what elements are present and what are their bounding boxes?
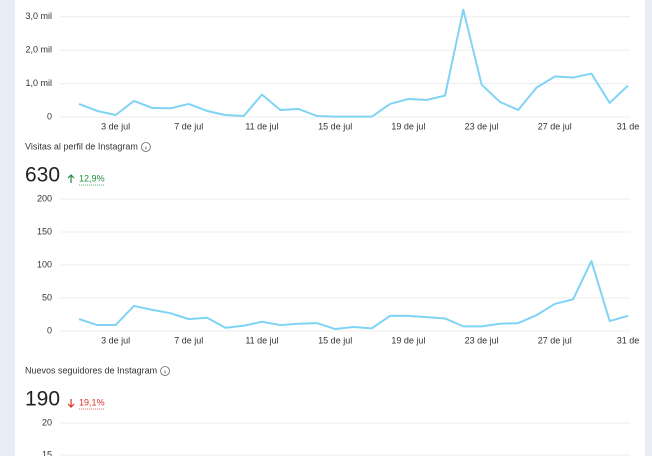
x-tick-label: 3 de jul bbox=[101, 121, 130, 131]
section-title: Nuevos seguidores de Instagram bbox=[25, 365, 157, 375]
y-tick-label: 50 bbox=[42, 292, 52, 302]
info-icon bbox=[160, 366, 170, 376]
x-tick-label: 7 de jul bbox=[174, 121, 203, 131]
x-tick-label: 11 de jul bbox=[245, 335, 278, 345]
y-tick-label: 1,0 mil bbox=[25, 78, 52, 88]
info-icon bbox=[140, 142, 151, 152]
metric-value: 190 bbox=[25, 388, 60, 411]
change-arrow bbox=[67, 399, 75, 408]
x-tick-label: 15 de jul bbox=[318, 121, 352, 131]
x-tick-label: 19 de jul bbox=[391, 121, 425, 131]
card bbox=[15, 0, 645, 456]
y-tick-label: 200 bbox=[37, 193, 52, 203]
change-percent: 12,9% bbox=[79, 173, 105, 183]
x-tick-label: 11 de jul bbox=[245, 121, 278, 131]
x-tick-label: 23 de jul bbox=[465, 121, 499, 131]
metric-value: 630 bbox=[25, 164, 60, 187]
y-tick-label: 2,0 mil bbox=[25, 45, 52, 55]
x-tick-label: 3 de jul bbox=[101, 335, 130, 345]
section-title: Visitas al perfil de Instagram bbox=[25, 141, 138, 151]
y-tick-label: 100 bbox=[37, 259, 52, 269]
x-tick-label: 31 de bbox=[617, 335, 640, 345]
x-tick-label: 23 de jul bbox=[465, 335, 499, 345]
data-line bbox=[78, 260, 629, 331]
x-tick-label: 7 de jul bbox=[174, 335, 203, 345]
y-tick-label: 0 bbox=[47, 111, 52, 121]
x-tick-label: 15 de jul bbox=[318, 335, 352, 345]
y-tick-label: 150 bbox=[37, 226, 52, 236]
change-arrow bbox=[67, 174, 75, 183]
x-tick-label: 19 de jul bbox=[391, 335, 425, 345]
y-tick-label: 15 bbox=[42, 449, 52, 456]
y-tick-label: 0 bbox=[47, 325, 52, 335]
x-tick-label: 31 de bbox=[617, 121, 640, 131]
x-tick-label: 27 de jul bbox=[538, 121, 572, 131]
y-tick-label: 3,0 mil bbox=[25, 11, 52, 21]
change-percent: 19,1% bbox=[79, 397, 105, 407]
x-tick-label: 27 de jul bbox=[538, 335, 572, 345]
y-tick-label: 20 bbox=[42, 417, 52, 427]
data-line bbox=[78, 8, 629, 118]
